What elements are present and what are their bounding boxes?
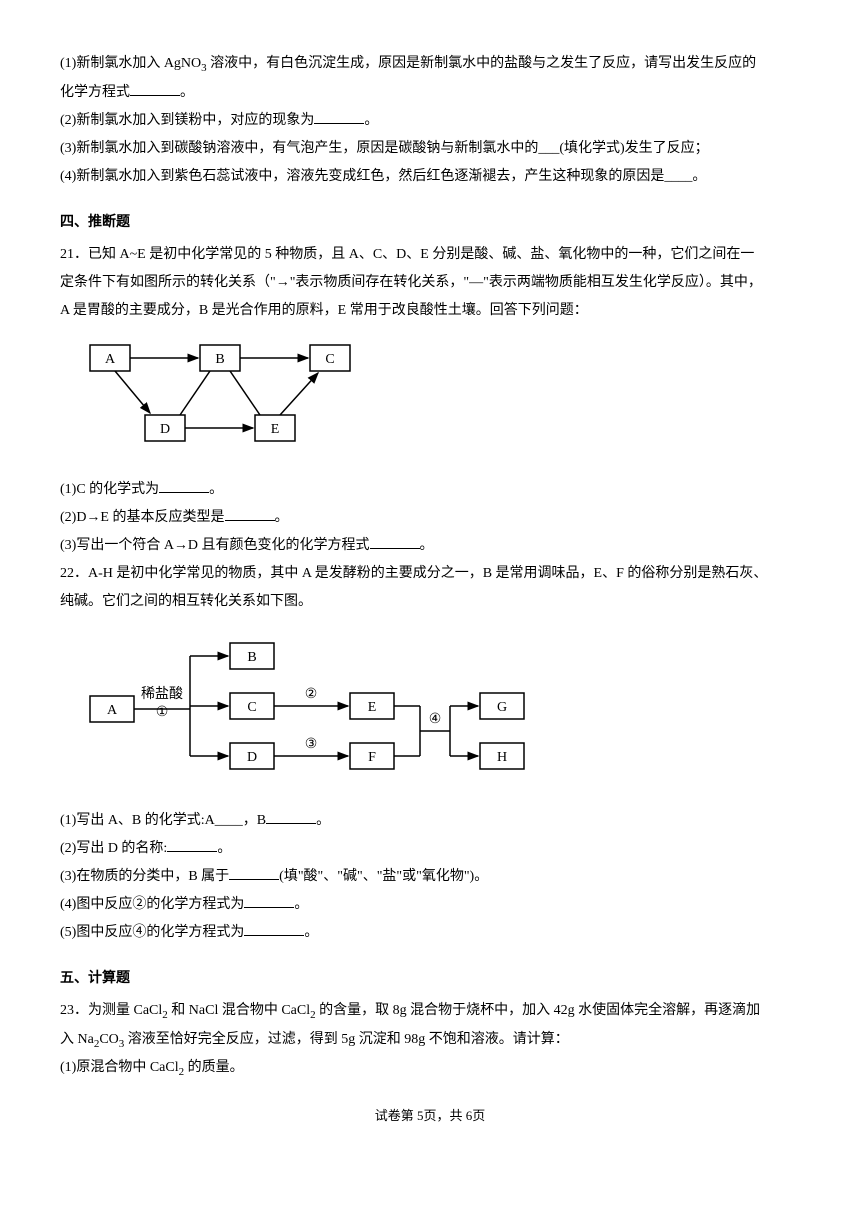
text: (3)在物质的分类中，B 属于 xyxy=(60,869,229,884)
text: (填"酸"、"碱"、"盐"或"氧化物")。 xyxy=(279,869,488,884)
node-c: C xyxy=(325,352,334,367)
diagram-svg: A 稀盐酸 ① B C D ② ③ E xyxy=(80,626,540,786)
q22-sub5: (5)图中反应④的化学方程式为 。 xyxy=(60,919,800,947)
text: 溶液至恰好完全反应，过滤，得到 5g 沉淀和 98g 不饱和溶液。请计算： xyxy=(124,1032,569,1047)
node-f: F xyxy=(368,750,376,765)
text: 。 xyxy=(209,482,223,497)
text: (1)C 的化学式为 xyxy=(60,482,159,497)
text: (1)写出 A、B 的化学式:A____，B xyxy=(60,813,266,828)
text: 。 xyxy=(420,538,434,553)
text: 和 NaCl 混合物中 CaCl xyxy=(168,1003,310,1018)
text: 的质量。 xyxy=(184,1060,244,1075)
q21-sub1: (1)C 的化学式为 。 xyxy=(60,476,800,504)
label-hcl: 稀盐酸 xyxy=(141,686,183,702)
text: 。 xyxy=(294,897,308,912)
label-circle1: ① xyxy=(156,705,169,720)
text: (2)D→E 的基本反应类型是 xyxy=(60,510,225,525)
node-a: A xyxy=(105,352,116,367)
text: 。 xyxy=(364,113,378,128)
label-circle2: ② xyxy=(305,687,318,702)
page-footer: 试卷第 5页，共 6页 xyxy=(60,1103,800,1129)
text: 。 xyxy=(275,510,289,525)
diagram-q21: A B C D E xyxy=(80,335,800,466)
text: 。 xyxy=(316,813,330,828)
q23-sub1: (1)原混合物中 CaCl2 的质量。 xyxy=(60,1054,800,1083)
node-e: E xyxy=(368,700,377,715)
text: (5)图中反应④的化学方程式为 xyxy=(60,925,244,940)
node-h: H xyxy=(497,750,507,765)
node-c: C xyxy=(247,700,256,715)
node-a: A xyxy=(107,703,118,718)
blank xyxy=(266,809,316,824)
text: (3)新制氯水加入到碳酸钠溶液中，有气泡产生，原因是碳酸钠与新制氯水中的___(… xyxy=(60,141,709,156)
q21-sub3: (3)写出一个符合 A→D 且有颜色变化的化学方程式 。 xyxy=(60,532,800,560)
q22-sub3: (3)在物质的分类中，B 属于 (填"酸"、"碱"、"盐"或"氧化物")。 xyxy=(60,863,800,891)
text: 入 Na xyxy=(60,1032,94,1047)
diagram-q22: A 稀盐酸 ① B C D ② ③ E xyxy=(80,626,800,797)
q21-sub2: (2)D→E 的基本反应类型是 。 xyxy=(60,504,800,532)
diagram-svg: A B C D E xyxy=(80,335,370,455)
blank xyxy=(244,921,304,936)
q22-sub4: (4)图中反应②的化学方程式为 。 xyxy=(60,891,800,919)
blank xyxy=(244,893,294,908)
q-pre-line4: (3)新制氯水加入到碳酸钠溶液中，有气泡产生，原因是碳酸钠与新制氯水中的___(… xyxy=(60,135,800,163)
q-pre-line3: (2)新制氯水加入到镁粉中，对应的现象为 。 xyxy=(60,107,800,135)
text: 溶液中，有白色沉淀生成，原因是新制氯水中的盐酸与之发生了反应，请写出发生反应的 xyxy=(207,56,757,71)
text: CO xyxy=(99,1032,118,1047)
node-b: B xyxy=(247,650,256,665)
blank xyxy=(130,81,180,96)
blank xyxy=(167,837,217,852)
q22-sub2: (2)写出 D 的名称: 。 xyxy=(60,835,800,863)
blank xyxy=(159,478,209,493)
text: (3)写出一个符合 A→D 且有颜色变化的化学方程式 xyxy=(60,538,370,553)
q21-p2: 定条件下有如图所示的转化关系（"→"表示物质间存在转化关系，"—"表示两端物质能… xyxy=(60,269,800,297)
q22-p2: 纯碱。它们之间的相互转化关系如下图。 xyxy=(60,588,800,616)
text: (2)写出 D 的名称: xyxy=(60,841,167,856)
text: (1)新制氯水加入 AgNO xyxy=(60,56,201,71)
section4-title: 四、推断题 xyxy=(60,209,800,237)
label-circle3: ③ xyxy=(305,737,318,752)
q22-p1: 22．A-H 是初中化学常见的物质，其中 A 是发酵粉的主要成分之一，B 是常用… xyxy=(60,560,800,588)
blank xyxy=(225,506,275,521)
blank xyxy=(370,534,420,549)
text: 的含量，取 8g 混合物于烧杯中，加入 42g 水使固体完全溶解，再逐滴加 xyxy=(316,1003,761,1018)
node-g: G xyxy=(497,700,507,715)
text: 23．为测量 CaCl xyxy=(60,1003,162,1018)
text: 化学方程式 xyxy=(60,85,130,100)
node-d: D xyxy=(247,750,257,765)
text: 。 xyxy=(180,85,194,100)
q-pre-line2: 化学方程式 。 xyxy=(60,79,800,107)
q21-p3: A 是胃酸的主要成分，B 是光合作用的原料，E 常用于改良酸性土壤。回答下列问题… xyxy=(60,297,800,325)
text: (1)原混合物中 CaCl xyxy=(60,1060,179,1075)
label-circle4: ④ xyxy=(429,712,442,727)
text: 。 xyxy=(304,925,318,940)
node-d: D xyxy=(160,422,170,437)
q21-p1: 21．已知 A~E 是初中化学常见的 5 种物质，且 A、C、D、E 分别是酸、… xyxy=(60,241,800,269)
blank xyxy=(229,865,279,880)
q22-sub1: (1)写出 A、B 的化学式:A____，B 。 xyxy=(60,807,800,835)
text: (2)新制氯水加入到镁粉中，对应的现象为 xyxy=(60,113,314,128)
q23-p2: 入 Na2CO3 溶液至恰好完全反应，过滤，得到 5g 沉淀和 98g 不饱和溶… xyxy=(60,1026,800,1055)
q23-p1: 23．为测量 CaCl2 和 NaCl 混合物中 CaCl2 的含量，取 8g … xyxy=(60,997,800,1026)
text: (4)新制氯水加入到紫色石蕊试液中，溶液先变成红色，然后红色逐渐褪去，产生这种现… xyxy=(60,169,706,184)
blank xyxy=(314,109,364,124)
text: (4)图中反应②的化学方程式为 xyxy=(60,897,244,912)
node-b: B xyxy=(215,352,224,367)
text: 。 xyxy=(217,841,231,856)
section5-title: 五、计算题 xyxy=(60,965,800,993)
q-pre-line5: (4)新制氯水加入到紫色石蕊试液中，溶液先变成红色，然后红色逐渐褪去，产生这种现… xyxy=(60,163,800,191)
node-e: E xyxy=(271,422,280,437)
q-pre-line1: (1)新制氯水加入 AgNO3 溶液中，有白色沉淀生成，原因是新制氯水中的盐酸与… xyxy=(60,50,800,79)
